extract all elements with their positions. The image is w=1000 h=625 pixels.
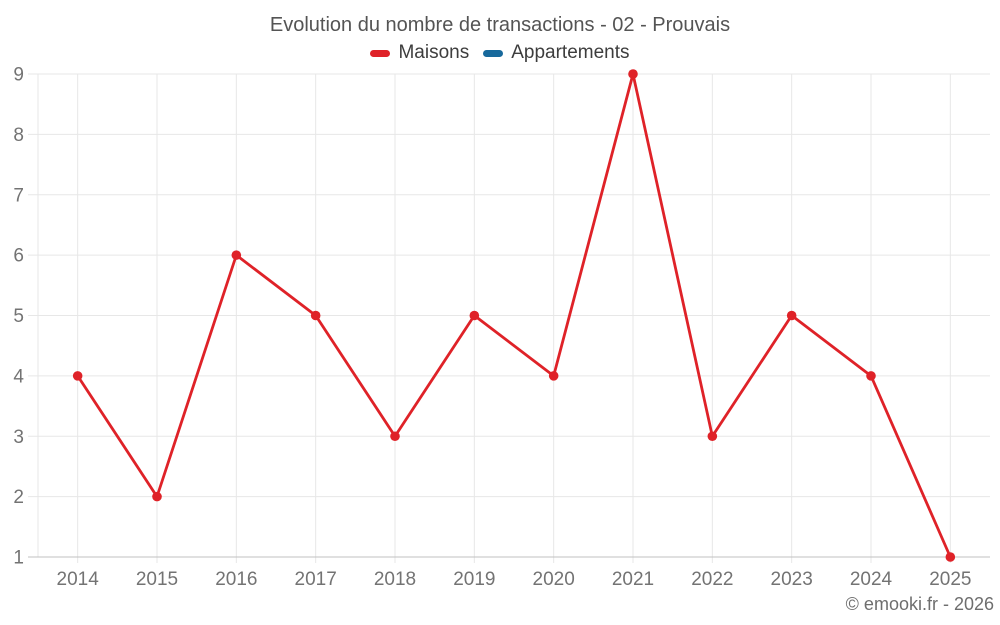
y-tick-label: 4 (13, 366, 24, 387)
y-tick-label: 7 (13, 185, 24, 206)
y-tick-label: 8 (13, 125, 24, 146)
maisons-data-point[interactable] (866, 371, 876, 381)
y-tick-label: 5 (13, 306, 24, 327)
maisons-data-point[interactable] (548, 371, 559, 381)
x-tick-label: 2019 (453, 569, 495, 590)
appartements-legend-label: Appartements (511, 42, 630, 63)
x-axis-labels: 2014 2015 2016 2017 2018 2019 2020 2021 2022 2023… (57, 569, 972, 590)
x-tick-label: 2015 (136, 569, 178, 590)
maisons-data-point[interactable] (231, 250, 242, 260)
x-tick-label: 2020 (533, 569, 575, 590)
x-tick-label: 2022 (691, 569, 733, 590)
chart-legend: Maisons Appartements (0, 42, 1000, 64)
maisons-data-point[interactable] (786, 310, 797, 321)
copyright-footer: © emooki.fr - 2026 (845, 594, 994, 614)
appartements-legend-marker-icon (483, 49, 504, 57)
maisons-legend-label: Maisons (398, 42, 470, 63)
y-tick-label: 9 (13, 65, 24, 86)
maisons-data-point[interactable] (628, 69, 638, 79)
x-tick-label: 2025 (929, 569, 971, 590)
legend-item-appartements[interactable]: Appartements (483, 42, 630, 64)
maisons-legend-marker-icon (370, 49, 391, 57)
maisons-data-point[interactable] (152, 491, 162, 502)
x-tick-label: 2021 (612, 569, 654, 590)
x-tick-label: 2014 (57, 569, 100, 590)
gridlines (28, 73, 990, 563)
y-tick-label: 3 (13, 427, 24, 448)
maisons-data-point[interactable] (390, 431, 400, 442)
x-tick-label: 2018 (374, 569, 416, 590)
x-tick-label: 2016 (215, 569, 257, 590)
y-tick-label: 1 (13, 548, 24, 569)
y-tick-label: 6 (13, 246, 24, 267)
y-axis-labels: 1 2 3 4 5 6 7 8 9 (13, 65, 24, 569)
maisons-data-point[interactable] (310, 310, 321, 321)
x-tick-label: 2017 (295, 569, 337, 590)
legend-item-maisons[interactable]: Maisons (370, 42, 469, 64)
x-tick-label: 2024 (850, 569, 893, 590)
x-tick-label: 2023 (771, 569, 813, 590)
maisons-series-line (76, 72, 952, 559)
maisons-data-point[interactable] (469, 310, 480, 321)
chart-title: Evolution du nombre de transactions - 02… (269, 14, 731, 36)
maisons-series (72, 69, 956, 562)
maisons-data-point[interactable] (72, 371, 83, 381)
y-tick-label: 2 (13, 487, 24, 508)
maisons-data-point[interactable] (707, 431, 718, 442)
maisons-data-point[interactable] (945, 552, 956, 562)
